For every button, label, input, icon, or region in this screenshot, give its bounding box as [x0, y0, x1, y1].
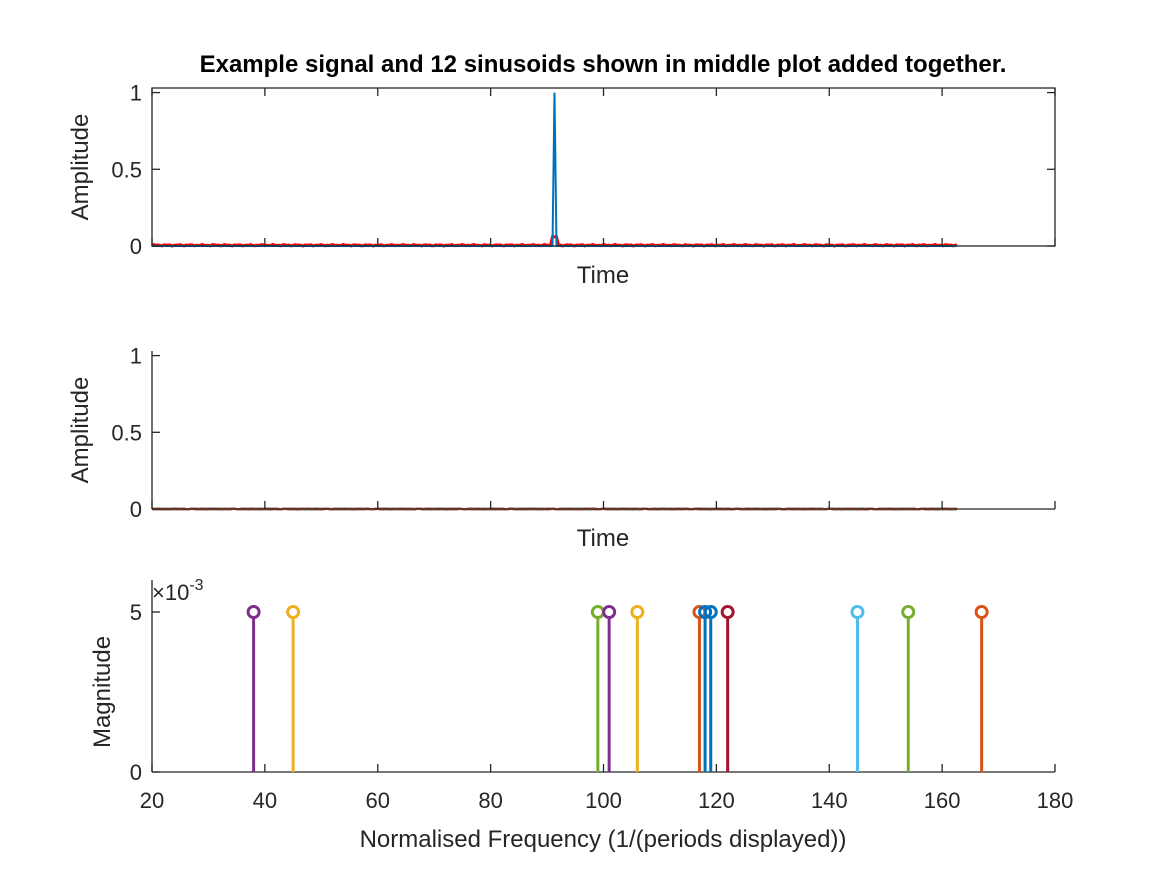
middle-y-tick-label: 0.5 [111, 420, 142, 445]
exponent-power: -3 [189, 577, 203, 594]
bottom-x-axis-label: Normalised Frequency (1/(periods display… [360, 826, 847, 853]
bottom-x-tick-label: 140 [811, 788, 848, 813]
stem-marker [590, 605, 605, 619]
exponent-label: ×10-3 [152, 577, 204, 605]
middle-y-tick-labels: 00.51 [111, 344, 142, 522]
stem-marker [901, 605, 916, 619]
middle-y-axis-label: Amplitude [67, 377, 94, 484]
bottom-x-tick-label: 120 [698, 788, 735, 813]
bottom-x-tick-label: 60 [366, 788, 390, 813]
bottom-x-tick-label: 20 [140, 788, 164, 813]
stem-marker [602, 605, 617, 619]
impulse-signal-line [152, 92, 957, 247]
middle-x-axis-label: Time [577, 525, 629, 552]
bottom-y-tick-label: 0 [130, 760, 142, 785]
bottom-x-tick-labels: 20 40 60 80 100 120 140 160 180 [140, 788, 1074, 813]
bottom-x-tick-label: 100 [585, 788, 622, 813]
stem-marker [286, 605, 301, 619]
top-x-axis-label: Time [577, 262, 629, 289]
middle-y-tick-label: 0 [130, 497, 142, 522]
stem-marker [720, 605, 735, 619]
top-axes-ticks [151, 88, 1056, 247]
stem-marker [630, 605, 645, 619]
top-y-tick-label: 0 [130, 234, 142, 259]
stem-marker [698, 605, 713, 619]
exponent-base: 10 [165, 580, 189, 605]
top-y-axis-label: Amplitude [67, 114, 94, 221]
bottom-subplot: 20 40 60 80 100 120 140 160 180 05 ×10-3 Normali… [89, 577, 1073, 853]
bottom-x-tick-label: 180 [1037, 788, 1074, 813]
top-subplot: 00.51 Time Amplitude [67, 81, 1056, 289]
summed-signal-line [151, 235, 958, 248]
bottom-x-tick-label: 160 [924, 788, 961, 813]
stem-marker [246, 605, 261, 619]
stem-marker [974, 605, 989, 619]
bottom-y-axis-label: Magnitude [89, 636, 116, 748]
exponent-times-symbol: × [152, 580, 165, 605]
top-subplot-data [151, 92, 958, 248]
bottom-x-tick-label: 40 [253, 788, 277, 813]
middle-subplot: 00.51 Time Amplitude [67, 344, 1056, 552]
bottom-y-tick-label: 5 [130, 600, 142, 625]
top-y-tick-label: 0.5 [111, 157, 142, 182]
middle-y-tick-label: 1 [130, 344, 142, 369]
figure-title: Example signal and 12 sinusoids shown in… [200, 51, 1007, 78]
bottom-subplot-data [246, 605, 989, 772]
bottom-axes-ticks [151, 611, 1056, 773]
top-y-tick-labels: 00.51 [111, 81, 142, 259]
stem-marker [850, 605, 865, 619]
top-axes-box [151, 87, 1056, 247]
bottom-y-tick-labels: 05 [130, 600, 142, 785]
middle-axes-ticks [151, 354, 1056, 510]
top-y-tick-label: 1 [130, 81, 142, 106]
stem-marker [703, 605, 718, 619]
bottom-x-tick-label: 80 [478, 788, 502, 813]
middle-axes-spines [151, 351, 1055, 510]
